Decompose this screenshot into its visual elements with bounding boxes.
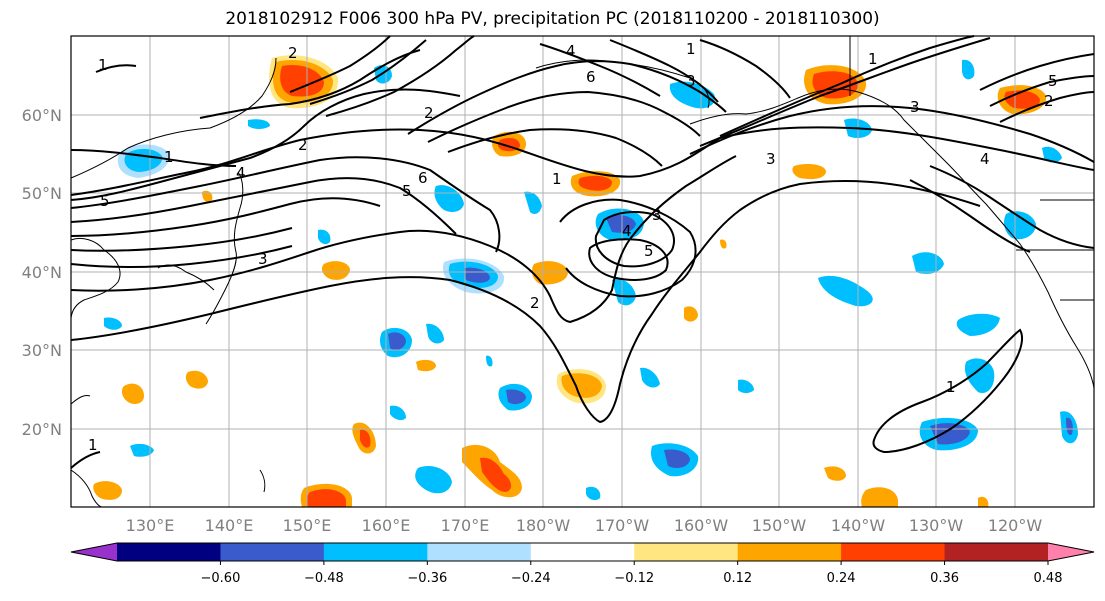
contour-label: 2 bbox=[424, 104, 434, 122]
warm-patch bbox=[352, 422, 376, 454]
lon-label: 160°E bbox=[362, 516, 411, 535]
contour-label: 3 bbox=[652, 206, 662, 224]
colorbar: −0.60 −0.48 −0.36 −0.24 −0.12 0.12 0.24 0.36 0.4… bbox=[70, 542, 1095, 586]
contour-label: 3 bbox=[258, 250, 268, 268]
contour-label: 5 bbox=[644, 242, 654, 260]
lat-label: 60°N bbox=[22, 106, 62, 125]
contour-label: 1 bbox=[98, 56, 108, 74]
colorbar-segment bbox=[737, 543, 842, 561]
contour-labels: 1 2 3 4 5 6 1 2 3 4 5 1 2 3 4 5 6 2 1 1 … bbox=[88, 40, 1058, 454]
contour-label: 1 bbox=[946, 378, 956, 396]
longitude-labels: 130°E 140°E 150°E 160°E 170°E 180°W 170°… bbox=[126, 516, 1043, 535]
contour-label: 4 bbox=[622, 222, 632, 240]
lat-label: 40°N bbox=[22, 263, 62, 282]
contour-label: 2 bbox=[288, 44, 298, 62]
contour-label: 5 bbox=[1048, 72, 1058, 90]
colorbar-tick-label: 0.36 bbox=[930, 571, 959, 586]
colorbar-extend-low bbox=[71, 543, 117, 561]
lon-label: 150°W bbox=[752, 516, 807, 535]
map-frame bbox=[70, 35, 1095, 508]
warm-patch bbox=[93, 164, 989, 507]
lon-label: 140°W bbox=[831, 516, 886, 535]
colorbar-outline bbox=[70, 542, 1095, 562]
cool-patch bbox=[919, 417, 978, 451]
contour-label: 1 bbox=[868, 50, 878, 68]
colorbar-tick-label: 0.24 bbox=[827, 571, 856, 586]
cool-patch bbox=[595, 208, 644, 241]
warm-patch bbox=[804, 65, 867, 105]
contour-label: 4 bbox=[236, 164, 246, 182]
contour-label: 4 bbox=[980, 150, 990, 168]
contour-label: 3 bbox=[686, 72, 696, 90]
lon-label: 140°E bbox=[205, 516, 254, 535]
colorbar-tick-label: −0.24 bbox=[511, 571, 551, 586]
lon-label: 170°W bbox=[595, 516, 650, 535]
lon-label: 130°E bbox=[126, 516, 175, 535]
contour-label: 6 bbox=[586, 68, 596, 86]
lat-label: 30°N bbox=[22, 341, 62, 360]
colorbar-segment bbox=[117, 543, 221, 561]
contour-label: 1 bbox=[88, 436, 98, 454]
lat-label: 20°N bbox=[22, 420, 62, 439]
contour-label: 1 bbox=[686, 40, 696, 58]
cool-patch bbox=[442, 258, 505, 294]
warm-patch bbox=[570, 171, 621, 197]
lon-label: 160°W bbox=[674, 516, 729, 535]
colorbar-tick-label: −0.48 bbox=[304, 571, 344, 586]
map-title: 2018102912 F006 300 hPa PV, precipitatio… bbox=[225, 9, 880, 29]
colorbar-extend-high bbox=[1048, 543, 1094, 561]
precip-anomaly-patches bbox=[93, 55, 1078, 507]
lon-label: 120°W bbox=[988, 516, 1043, 535]
lat-label: 50°N bbox=[22, 184, 62, 203]
warm-patch bbox=[269, 55, 339, 109]
colorbar-segment bbox=[841, 543, 946, 561]
contour-label: 3 bbox=[766, 150, 776, 168]
colorbar-tick-label: −0.36 bbox=[407, 571, 447, 586]
contour-label: 2 bbox=[298, 136, 308, 154]
contour-label: 1 bbox=[552, 170, 562, 188]
lon-label: 150°E bbox=[283, 516, 332, 535]
warm-patch bbox=[532, 261, 568, 285]
colorbar-tick-label: 0.48 bbox=[1034, 571, 1063, 586]
colorbar-segment bbox=[634, 543, 739, 561]
warm-patch bbox=[300, 483, 352, 507]
colorbar-segment bbox=[220, 543, 325, 561]
colorbar-segment bbox=[944, 543, 1049, 561]
cool-patch bbox=[498, 383, 532, 411]
colorbar-tick-label: −0.60 bbox=[201, 571, 241, 586]
colorbar-tick-label: 0.12 bbox=[723, 571, 752, 586]
colorbar-segment bbox=[427, 543, 532, 561]
colorbar-segment bbox=[323, 543, 428, 561]
contour-label: 3 bbox=[910, 98, 920, 116]
contour-label: 5 bbox=[402, 182, 412, 200]
colorbar-segment bbox=[530, 543, 635, 561]
warm-patch bbox=[462, 444, 522, 498]
contour-label: 5 bbox=[100, 192, 110, 210]
latitude-labels: 60°N 50°N 40°N 30°N 20°N bbox=[22, 106, 62, 439]
contour-label: 4 bbox=[566, 42, 576, 60]
contour-label: 2 bbox=[530, 294, 540, 312]
lon-label: 170°E bbox=[441, 516, 490, 535]
lon-label: 180°W bbox=[516, 516, 571, 535]
pv-contours bbox=[70, 35, 1095, 469]
lon-label: 130°W bbox=[909, 516, 964, 535]
warm-patch bbox=[861, 487, 898, 507]
contour-label: 1 bbox=[164, 148, 174, 166]
colorbar-tick-label: −0.12 bbox=[614, 571, 654, 586]
contour-label: 6 bbox=[418, 169, 428, 187]
cool-patch bbox=[104, 59, 1078, 501]
contour-label: 2 bbox=[1044, 92, 1054, 110]
cool-patch bbox=[650, 443, 699, 477]
